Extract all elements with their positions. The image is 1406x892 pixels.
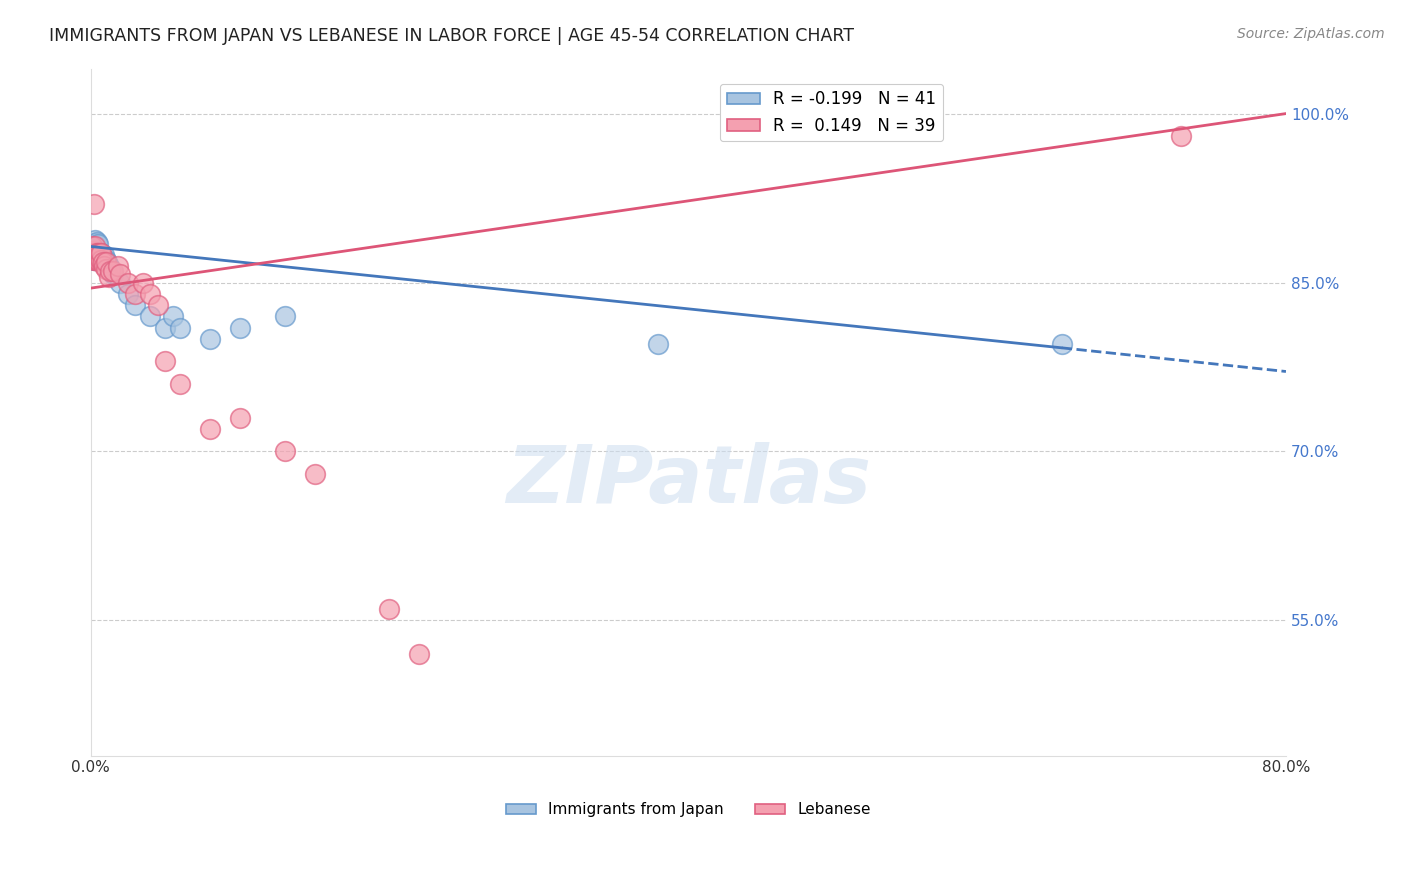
Point: [83, 236, 105, 251]
Point: [83, 247, 105, 261]
Point: [87, 252, 110, 267]
Point: [124, 286, 146, 301]
Point: [117, 276, 139, 290]
Point: [83, 246, 105, 260]
Point: [139, 286, 162, 301]
Point: [90, 246, 112, 260]
Point: [169, 376, 191, 391]
Point: [90, 252, 112, 267]
Point: [86, 252, 108, 267]
Point: [84, 252, 107, 267]
Point: [82, 238, 104, 252]
Point: [82, 244, 104, 258]
Point: [83, 252, 105, 267]
Point: [139, 310, 162, 324]
Point: [1050, 337, 1073, 351]
Point: [107, 259, 129, 273]
Point: [98, 262, 121, 277]
Point: [101, 264, 124, 278]
Point: [86, 247, 108, 261]
Point: [90, 252, 112, 267]
Point: [83, 252, 105, 267]
Point: [86, 246, 108, 260]
Point: [101, 267, 124, 281]
Point: [84, 244, 107, 258]
Point: [94, 255, 117, 269]
Point: [304, 467, 326, 481]
Point: [124, 298, 146, 312]
Point: [91, 255, 114, 269]
Point: [274, 444, 297, 458]
Legend: Immigrants from Japan, Lebanese: Immigrants from Japan, Lebanese: [499, 797, 877, 823]
Point: [378, 602, 401, 616]
Point: [84, 246, 107, 260]
Point: [87, 244, 110, 258]
Point: [89, 252, 111, 267]
Point: [98, 264, 121, 278]
Point: [198, 422, 221, 436]
Point: [90, 246, 112, 260]
Point: [110, 267, 132, 281]
Point: [89, 246, 111, 260]
Point: [198, 332, 221, 346]
Point: [94, 262, 117, 277]
Point: [155, 354, 177, 368]
Point: [229, 410, 252, 425]
Point: [86, 235, 108, 249]
Point: [82, 244, 104, 258]
Point: [146, 298, 169, 312]
Point: [83, 242, 105, 256]
Point: [97, 259, 120, 273]
Point: [93, 248, 115, 262]
Point: [647, 337, 669, 351]
Point: [408, 647, 430, 661]
Point: [132, 276, 155, 290]
Text: IMMIGRANTS FROM JAPAN VS LEBANESE IN LABOR FORCE | AGE 45-54 CORRELATION CHART: IMMIGRANTS FROM JAPAN VS LEBANESE IN LAB…: [49, 27, 855, 45]
Point: [93, 259, 115, 273]
Point: [84, 233, 107, 247]
Point: [1170, 129, 1192, 144]
Point: [84, 239, 107, 253]
Point: [117, 286, 139, 301]
Point: [87, 237, 110, 252]
Point: [229, 320, 252, 334]
Point: [87, 246, 110, 260]
Point: [89, 246, 111, 260]
Point: [155, 320, 177, 334]
Point: [89, 252, 111, 267]
Point: [169, 320, 191, 334]
Point: [84, 252, 107, 267]
Point: [110, 276, 132, 290]
Point: [86, 242, 108, 256]
Point: [274, 310, 297, 324]
Point: [162, 310, 184, 324]
Point: [82, 239, 104, 253]
Point: [87, 251, 110, 265]
Point: [97, 269, 120, 284]
Point: [96, 255, 118, 269]
Point: [86, 252, 108, 267]
Text: Source: ZipAtlas.com: Source: ZipAtlas.com: [1237, 27, 1385, 41]
Point: [91, 251, 114, 265]
Point: [94, 252, 117, 267]
Point: [83, 196, 105, 211]
Point: [84, 239, 107, 253]
Point: [84, 247, 107, 261]
Text: ZIPatlas: ZIPatlas: [506, 442, 870, 520]
